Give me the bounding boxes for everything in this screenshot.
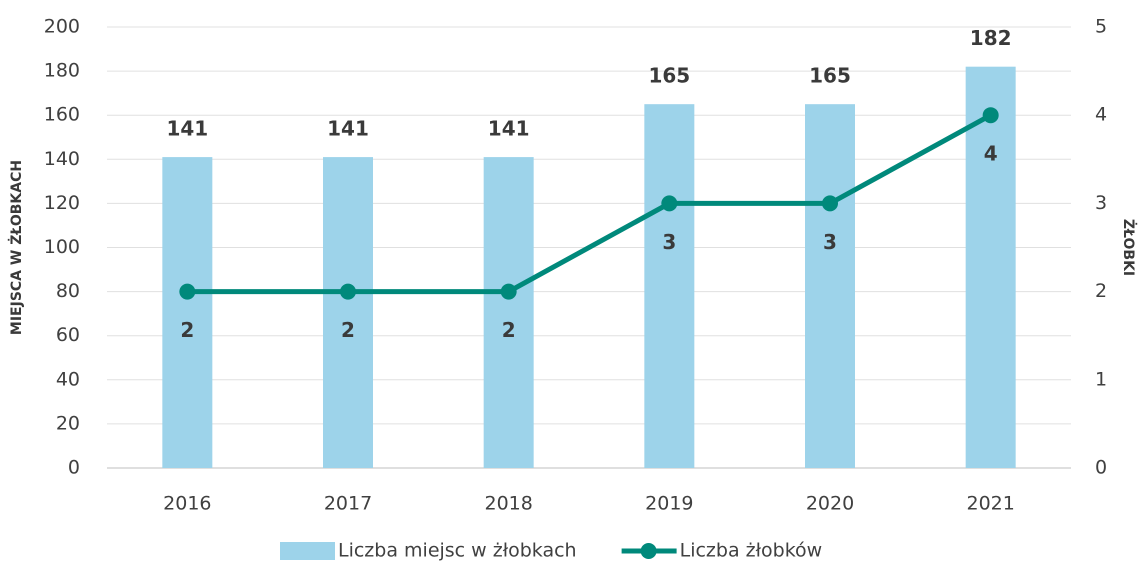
y-tick-label: 120 <box>44 192 80 214</box>
legend-label: Liczba żłobków <box>680 540 823 561</box>
legend-label: Liczba miejsc w żłobkach <box>338 540 577 561</box>
data-label: 2 <box>180 318 194 342</box>
y-axis-title: MIEJSCA W ŻŁOBKACH <box>8 160 25 335</box>
y-tick-label: 180 <box>44 60 80 82</box>
x-tick-label: 2018 <box>484 493 532 515</box>
y-tick-label: 0 <box>68 457 80 479</box>
y-tick-label: 20 <box>56 412 80 434</box>
y-tick-label: 40 <box>56 368 80 390</box>
data-label: 141 <box>166 117 208 141</box>
x-tick-label: 2017 <box>324 493 372 515</box>
x-tick-label: 2016 <box>163 493 211 515</box>
y-tick-label: 200 <box>44 16 80 38</box>
bar <box>483 157 534 468</box>
y2-tick-label: 1 <box>1095 368 1107 390</box>
data-label: 165 <box>809 64 851 88</box>
y2-axis-title: ŻŁOBKI <box>1120 219 1137 276</box>
y2-tick-label: 5 <box>1095 16 1107 38</box>
data-label: 141 <box>488 117 530 141</box>
x-tick-label: 2019 <box>645 493 693 515</box>
y2-tick-label: 0 <box>1095 457 1107 479</box>
y-tick-label: 140 <box>44 148 80 170</box>
line-point <box>500 283 517 300</box>
y2-tick-label: 2 <box>1095 280 1107 302</box>
data-label: 182 <box>970 26 1012 50</box>
legend-swatch <box>280 542 335 560</box>
line <box>187 113 992 295</box>
bar <box>323 157 373 468</box>
x-tick-label: 2021 <box>966 493 1014 515</box>
bar <box>162 157 213 468</box>
y-tick-label: 80 <box>56 280 80 302</box>
line-point <box>340 283 356 300</box>
bar <box>805 104 855 469</box>
data-label: 165 <box>648 64 690 88</box>
line-point <box>179 283 196 300</box>
line-point <box>661 195 678 212</box>
x-tick-label: 2020 <box>806 493 854 515</box>
bar <box>644 104 695 469</box>
data-label: 2 <box>502 318 516 342</box>
data-label: 3 <box>823 230 837 254</box>
legend-swatch <box>640 543 657 559</box>
data-label: 141 <box>327 117 369 141</box>
y2-tick-label: 3 <box>1095 192 1107 214</box>
data-label: 4 <box>984 142 998 166</box>
data-label: 3 <box>662 230 676 254</box>
y-tick-label: 100 <box>44 236 80 258</box>
data-label: 2 <box>341 318 355 342</box>
y-tick-label: 160 <box>44 104 80 126</box>
line-point <box>982 107 999 124</box>
bar <box>965 66 1016 468</box>
line-point <box>822 195 838 212</box>
y2-tick-label: 4 <box>1095 104 1107 126</box>
y-tick-label: 60 <box>56 324 80 346</box>
